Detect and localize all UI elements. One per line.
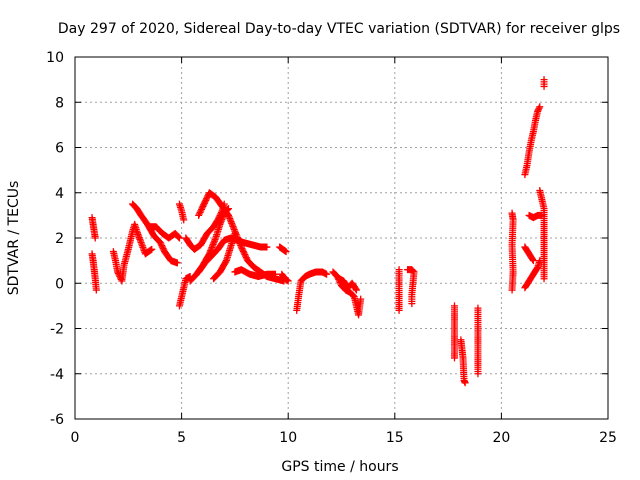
data-point [409,267,417,275]
data-point [92,286,100,294]
data-point [91,234,99,242]
y-tick-label: 10 [46,50,64,66]
data-point [323,270,331,278]
x-tick-label: 10 [279,430,297,446]
data-point [158,243,166,251]
data-point [263,243,271,251]
data-point [202,195,210,203]
data-point [540,275,548,283]
x-axis-label: GPS time / hours [281,459,398,475]
data-point [242,254,250,262]
data-point [200,201,208,209]
data-point [201,198,209,206]
data-points [88,76,548,387]
data-point [529,255,537,263]
data-point [156,239,164,247]
data-point [180,216,188,224]
y-tick-label: -2 [50,322,64,338]
data-point [540,82,548,90]
data-point [239,246,247,254]
x-tick-label: 0 [71,430,80,446]
data-point [148,245,156,253]
data-point [536,103,544,111]
data-point [284,277,292,285]
axis-ticks: 0 5 10 15 20 25 -6 -4 -2 0 2 4 6 8 10 [46,50,617,446]
data-point [197,207,205,215]
y-tick-label: 2 [55,231,64,247]
y-tick-label: 4 [55,186,64,202]
data-point [271,270,279,278]
data-point [239,248,247,256]
data-point [195,211,203,219]
data-point [357,295,365,303]
data-point [534,106,542,114]
data-point [158,242,166,250]
data-point [535,104,543,112]
data-point [203,193,211,201]
data-point [408,300,416,308]
data-point [474,370,482,378]
data-point [114,268,122,276]
data-point [198,204,206,212]
data-point [197,205,205,213]
data-point [534,107,542,115]
data-point [157,240,165,248]
data-point [175,233,183,241]
y-tick-label: 6 [55,141,64,157]
data-point [173,259,181,267]
data-point [352,286,360,294]
y-tick-label: 0 [55,276,64,292]
data-point [195,210,203,218]
data-point [202,196,210,204]
data-point [159,245,167,253]
x-tick-label: 15 [386,430,404,446]
data-point [199,202,207,210]
x-tick-label: 25 [599,430,617,446]
data-point [529,257,537,265]
y-axis-label: SDTVAR / TECUs [6,181,22,296]
data-point [196,208,204,216]
data-point [238,245,246,253]
data-point [508,286,516,294]
data-point [175,234,183,242]
data-point [461,379,469,387]
data-point [352,285,360,293]
y-tick-label: -6 [50,412,64,428]
data-point [240,249,248,257]
data-point [450,354,458,362]
x-tick-label: 20 [492,430,510,446]
x-tick-label: 5 [177,430,186,446]
data-point [200,199,208,207]
data-point [395,306,403,314]
y-tick-label: 8 [55,95,64,111]
data-point [231,229,239,237]
data-point [241,251,249,259]
data-point [282,248,290,256]
y-tick-label: -4 [50,367,64,383]
chart-title: Day 297 of 2020, Sidereal Day-to-day VTE… [58,21,620,37]
data-point [242,252,250,260]
